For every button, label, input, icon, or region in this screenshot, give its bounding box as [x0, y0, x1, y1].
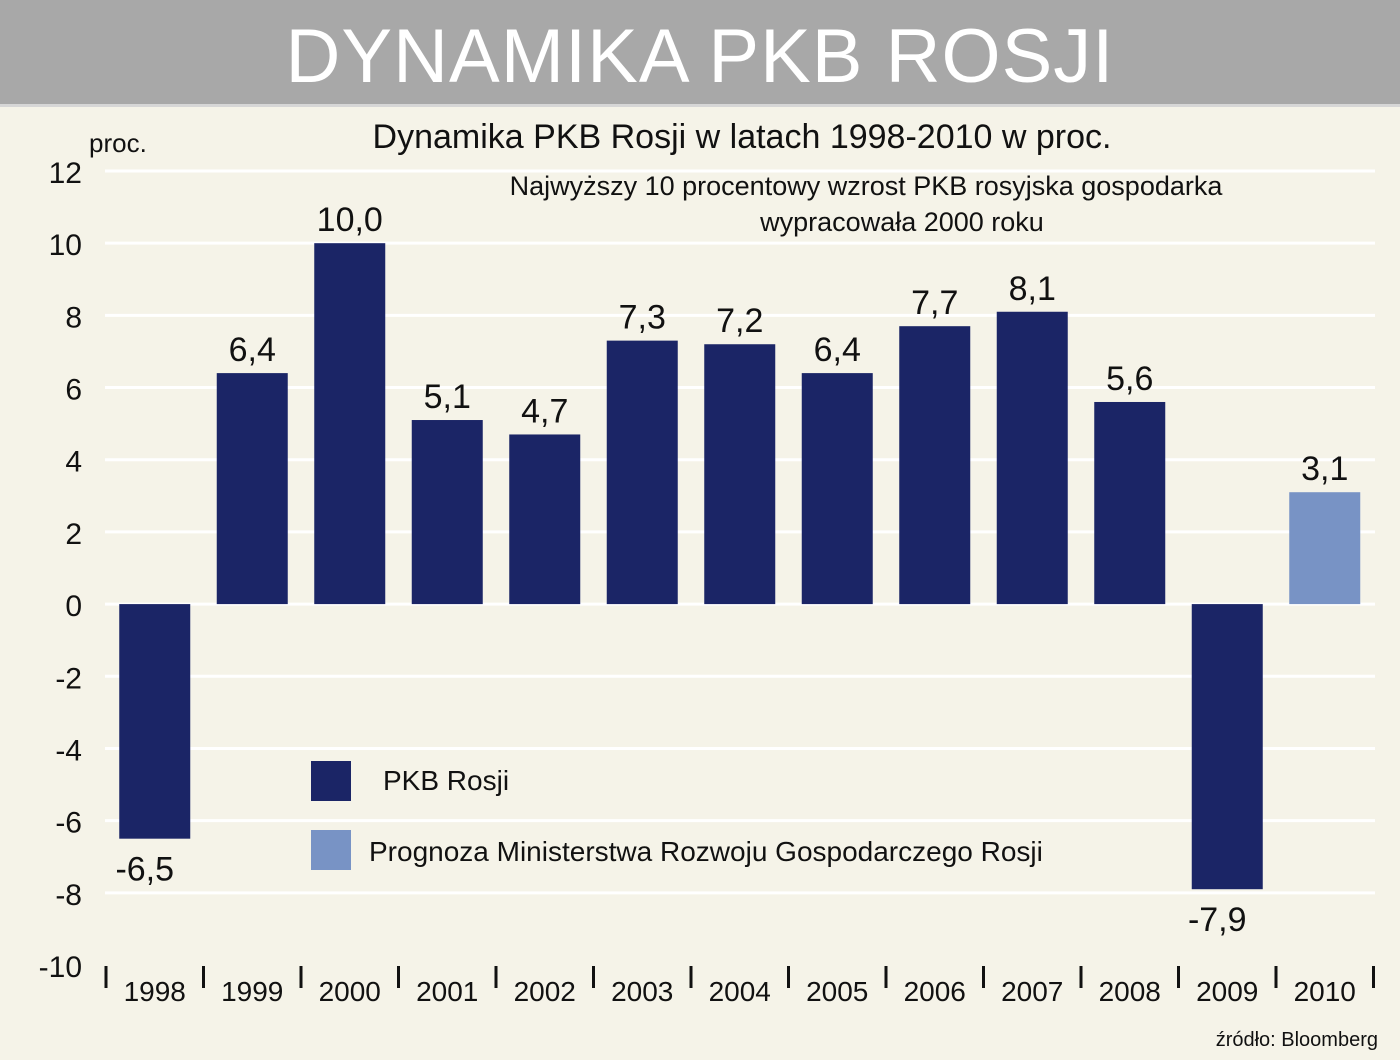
bar-2010 — [1289, 492, 1361, 605]
data-label-2007: 8,1 — [1009, 270, 1056, 308]
bar-1999 — [216, 373, 288, 605]
data-label-2009: -7,9 — [1188, 901, 1247, 939]
x-tick-label: 2002 — [514, 976, 576, 1007]
x-tick-label: 1999 — [221, 976, 283, 1007]
chart-title: Dynamika PKB Rosji w latach 1998-2010 w … — [373, 118, 1112, 156]
legend-label-forecast: Prognoza Ministerstwa Rozwoju Gospodarcz… — [369, 836, 1043, 867]
x-tick-label: 2006 — [904, 976, 966, 1007]
data-label-2010: 3,1 — [1301, 450, 1348, 488]
x-tick-label: 2010 — [1294, 976, 1356, 1007]
y-axis-unit-label: proc. — [89, 128, 147, 158]
bar-2007 — [996, 311, 1068, 605]
y-tick-label: -10 — [39, 951, 82, 984]
bar-2005 — [801, 373, 873, 605]
y-tick-label: -4 — [55, 734, 82, 767]
banner-title: DYNAMIKA PKB ROSJI — [285, 14, 1115, 99]
x-tick-label: 2007 — [1001, 976, 1063, 1007]
bar-2003 — [606, 340, 678, 605]
bar-2001 — [411, 420, 483, 605]
y-tick-label: 12 — [49, 157, 82, 190]
data-label-2005: 6,4 — [814, 331, 861, 369]
x-tick-label: 2000 — [319, 976, 381, 1007]
bar-2000 — [314, 243, 386, 605]
source-note: źródło: Bloomberg — [1216, 1029, 1378, 1051]
bar-2008 — [1094, 401, 1166, 605]
data-label-2004: 7,2 — [716, 302, 763, 340]
data-label-2001: 5,1 — [424, 378, 471, 416]
x-tick-label: 1998 — [124, 976, 186, 1007]
data-label-2003: 7,3 — [619, 299, 666, 337]
x-tick-label: 2004 — [709, 976, 771, 1007]
y-tick-label: -8 — [55, 879, 82, 912]
x-tick-label: 2001 — [416, 976, 478, 1007]
y-tick-label: 0 — [65, 590, 82, 623]
data-label-2000: 10,0 — [317, 201, 383, 239]
y-tick-label: 4 — [65, 446, 82, 479]
chart-subtitle-line-2: wypracowała 2000 roku — [759, 207, 1044, 237]
chart-subtitle-line-1: Najwyższy 10 procentowy wzrost PKB rosyj… — [510, 171, 1224, 201]
title-banner: DYNAMIKA PKB ROSJI — [0, 0, 1400, 107]
legend: PKB Rosji Prognoza Ministerstwa Rozwoju … — [311, 761, 1043, 870]
legend-swatch-actual — [311, 761, 351, 801]
data-label-2006: 7,7 — [911, 284, 958, 322]
y-tick-label: 10 — [49, 229, 82, 262]
bar-2002 — [509, 434, 581, 605]
y-tick-label: -2 — [55, 662, 82, 695]
bar-2009 — [1191, 604, 1263, 890]
bar-2004 — [704, 344, 776, 605]
x-tick-label: 2009 — [1196, 976, 1258, 1007]
legend-swatch-forecast — [311, 830, 351, 870]
y-tick-label: 8 — [65, 301, 82, 334]
y-tick-label: 2 — [65, 518, 82, 551]
bar-1998 — [119, 604, 191, 839]
x-tick-label: 2003 — [611, 976, 673, 1007]
data-label-1999: 6,4 — [229, 331, 276, 369]
x-tick-label: 2005 — [806, 976, 868, 1007]
data-label-2008: 5,6 — [1106, 360, 1153, 398]
data-label-1998: -6,5 — [115, 851, 174, 889]
y-tick-label: 6 — [65, 374, 82, 407]
bar-2006 — [899, 326, 971, 605]
legend-label-actual: PKB Rosji — [383, 765, 509, 796]
y-tick-label: -6 — [55, 807, 82, 840]
data-label-2002: 4,7 — [521, 392, 568, 430]
x-tick-label: 2008 — [1099, 976, 1161, 1007]
